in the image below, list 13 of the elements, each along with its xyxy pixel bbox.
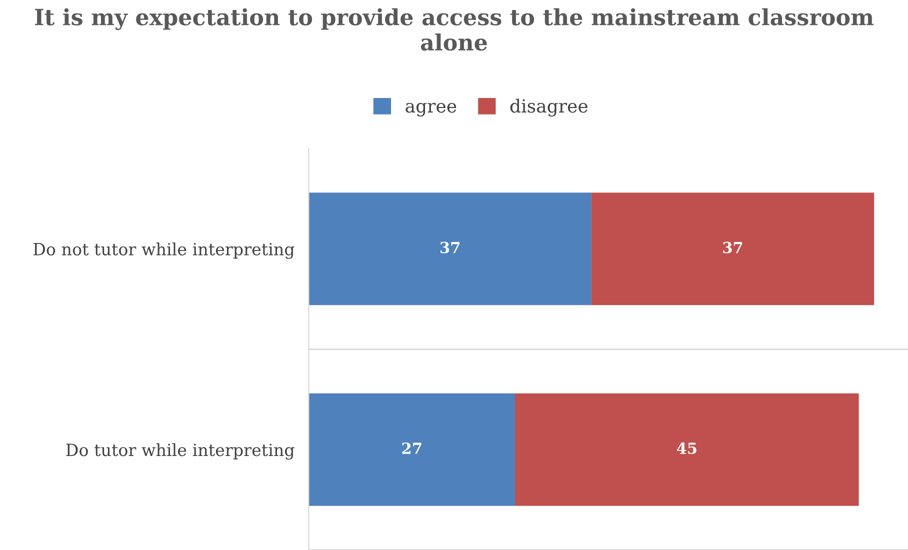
bar [515,393,859,506]
bar [308,393,515,506]
data-label: 37 [440,242,460,254]
bar [591,192,874,306]
data-label: 27 [402,442,422,454]
data-label: 37 [723,242,742,254]
y-tick-label: Do tutor while interpreting [66,443,294,460]
legend-label: disagree [510,98,588,116]
legend-label: agree [406,102,456,116]
bar [308,192,592,306]
data-label: 45 [676,442,696,454]
chart-title: It is my expectation to provide access to the mainstream classroom alone [34,8,874,51]
y-tick-label: Do not tutor while interpreting [34,242,294,259]
